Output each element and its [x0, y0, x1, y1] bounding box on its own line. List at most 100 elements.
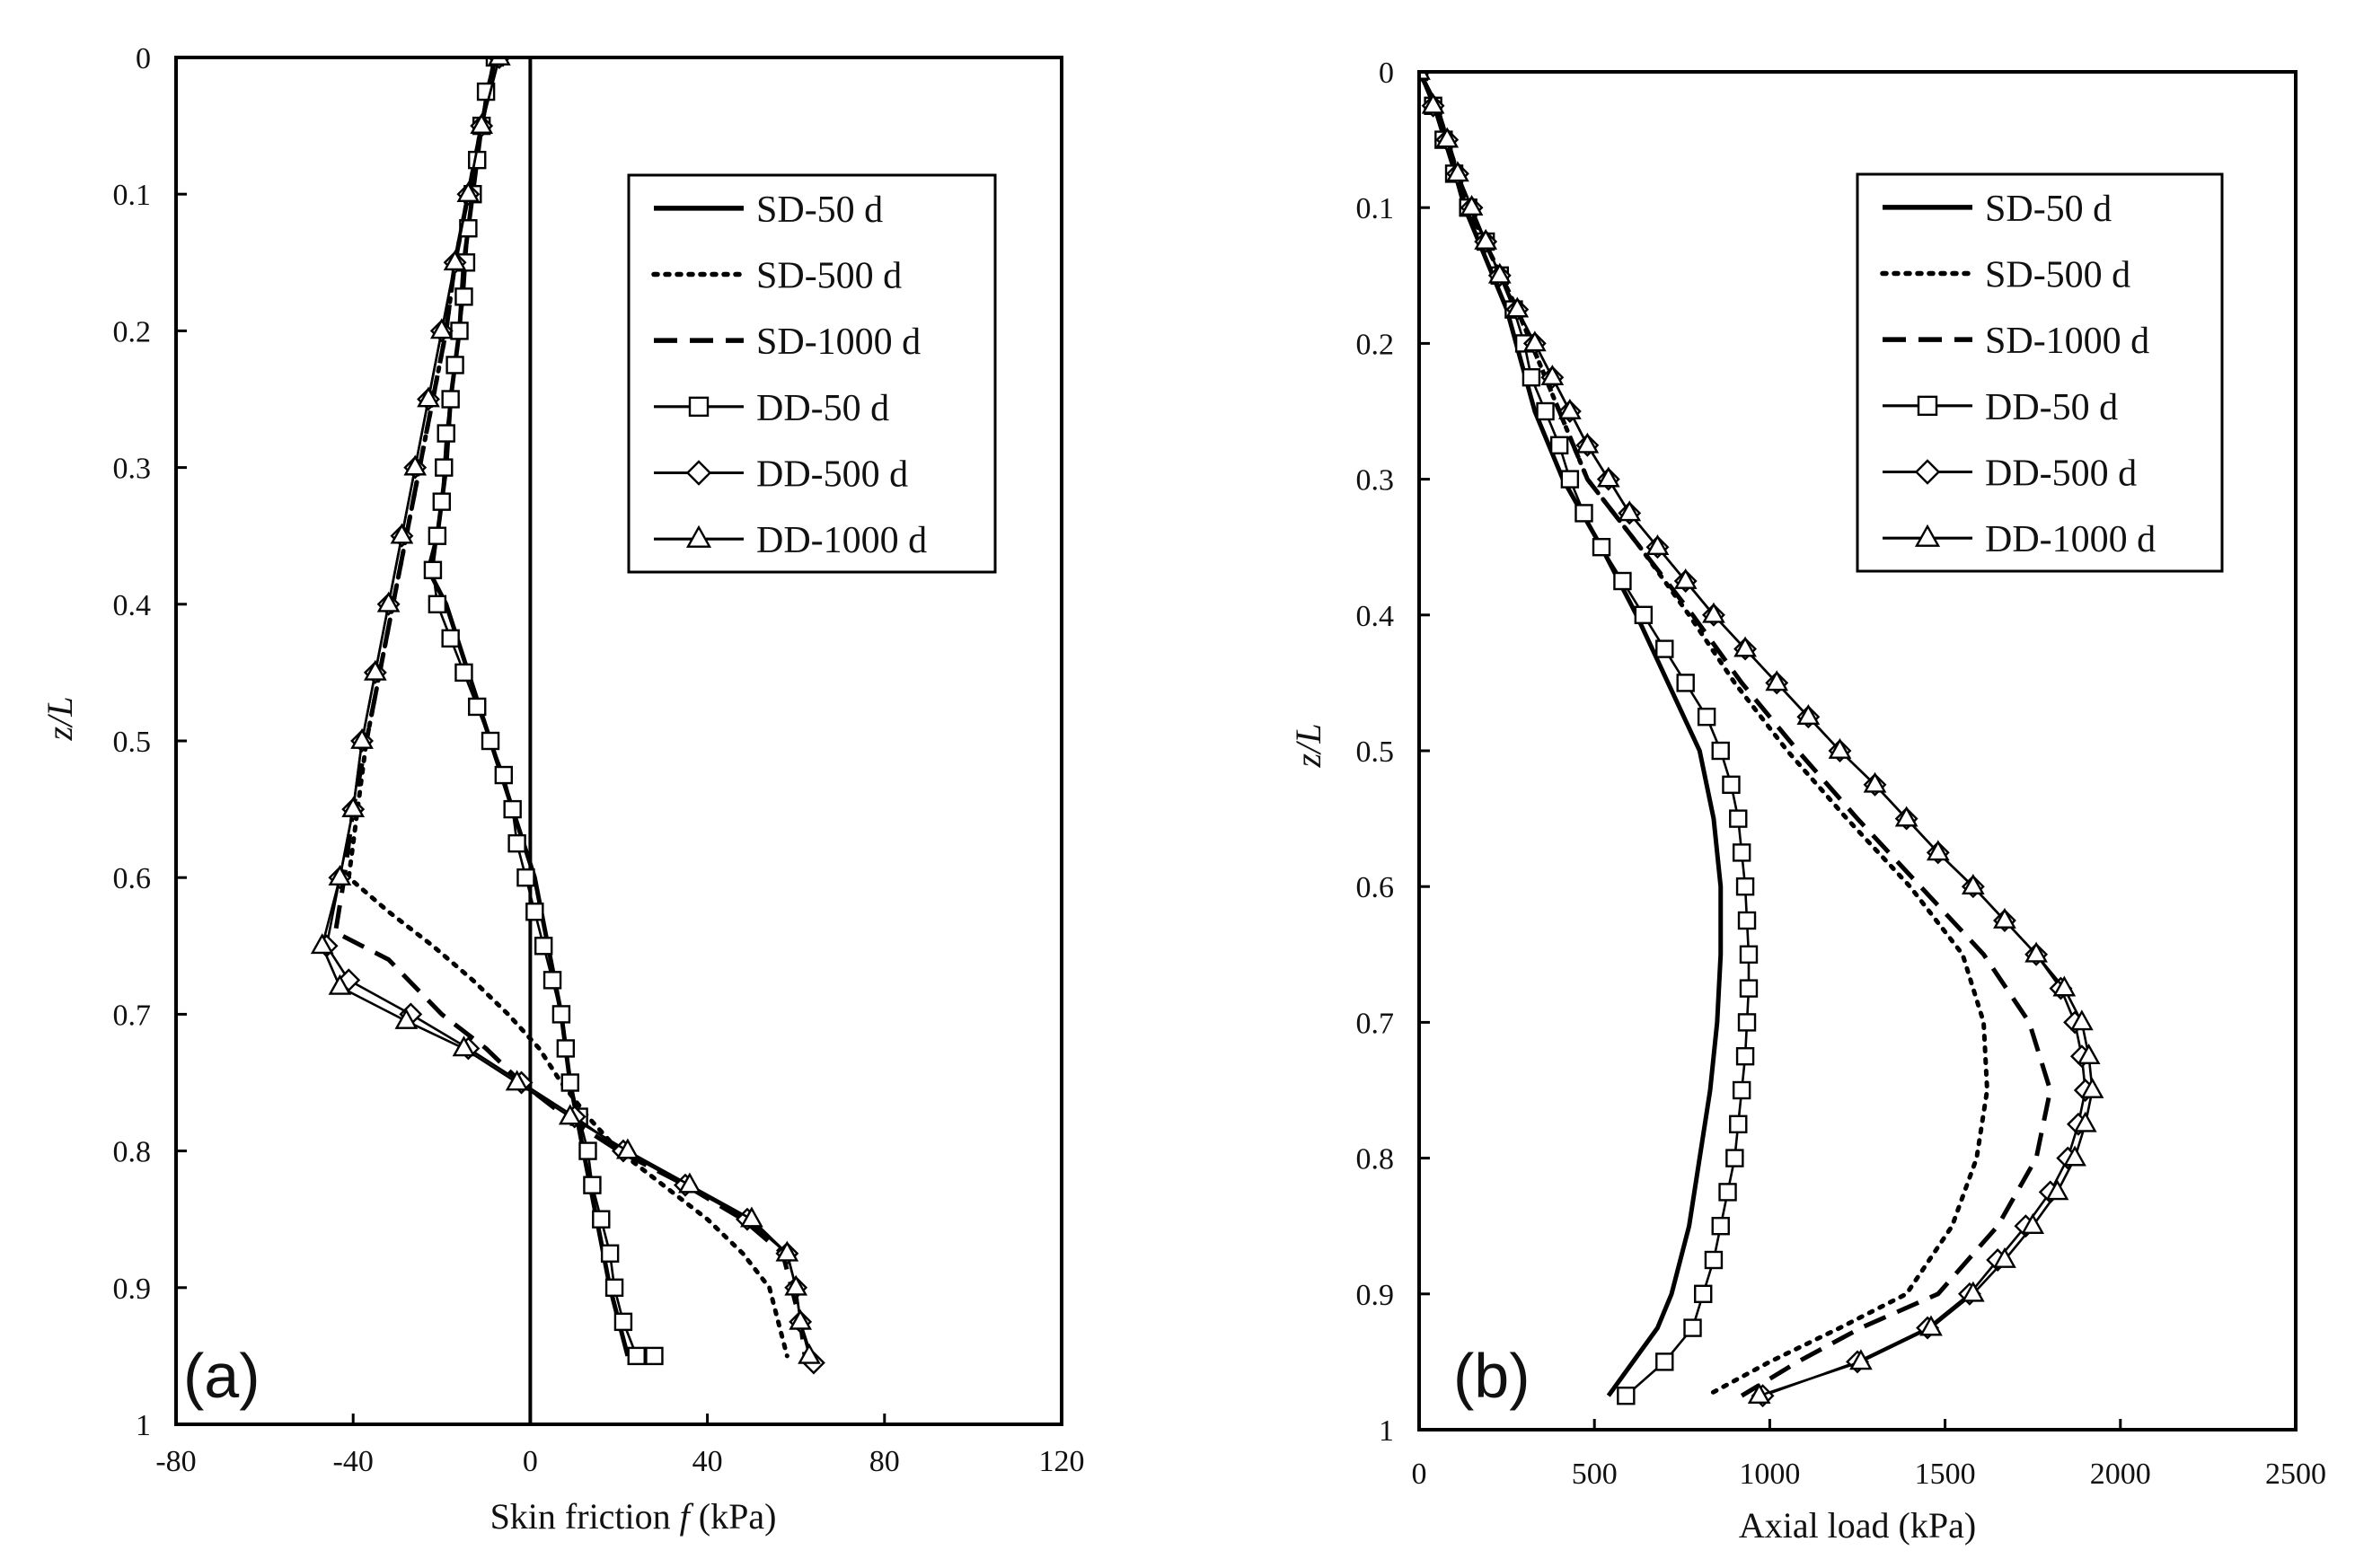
panel-b-marker-dd-50-d — [1718, 1183, 1737, 1202]
panel-b-marker-dd-50-d — [1737, 1013, 1757, 1032]
panel-b-marker-dd-1000-d — [1733, 636, 1757, 657]
panel-b-x-tick-label: 1000 — [1739, 1458, 1800, 1491]
panel-b-marker-dd-1000-d — [1575, 432, 1600, 454]
panel-a-marker-dd-1000-d — [328, 973, 352, 995]
panel-b-marker-dd-1000-d — [1596, 466, 1620, 488]
panel-a-marker-dd-1000-d — [364, 659, 387, 681]
panel-b-marker-dd-1000-d — [1505, 296, 1530, 318]
panel-a-series-sd-1000-d — [332, 57, 807, 1357]
panel-b-marker-dd-1000-d — [2070, 1009, 2094, 1031]
panel-b-marker-dd-50-d — [1592, 538, 1611, 557]
panel-b-marker-dd-50-d — [1735, 877, 1755, 896]
panel-a-x-tick-label: -80 — [155, 1445, 196, 1478]
panel-b-marker-dd-1000-d — [2021, 1213, 2045, 1235]
panel-b-marker-dd-1000-d — [1540, 365, 1565, 386]
panel-a-marker-dd-1000-d — [775, 1240, 799, 1262]
panel-b-marker-dd-1000-d — [2024, 941, 2048, 963]
panel-a-label: (a) — [183, 1341, 260, 1411]
panel-b-marker-dd-50-d — [1729, 1114, 1748, 1134]
panel-a-y-tick-label: 0.4 — [113, 589, 152, 622]
panel-a-legend-label-dd-50-d: DD-50 d — [756, 388, 889, 429]
panel-b-marker-dd-1000-d — [1522, 330, 1547, 352]
panel-a-marker-dd-1000-d — [310, 933, 334, 955]
panel-a-marker-dd-1000-d — [390, 523, 414, 544]
panel-b-y-tick-label: 0.9 — [1356, 1279, 1395, 1312]
panel-a-y-tick-label: 0.1 — [113, 179, 152, 212]
panel-a-series-sd-500-d — [346, 57, 789, 1359]
panel-a-marker-dd-50-d — [525, 903, 544, 921]
panel-b-marker-dd-50-d — [1732, 1080, 1751, 1100]
panel-b-marker-dd-50-d — [1732, 843, 1751, 862]
panel-b-marker-dd-1000-d — [2063, 1145, 2086, 1167]
panel-b-marker-dd-1000-d — [1828, 737, 1852, 759]
panel-b-marker-dd-50-d — [1655, 1352, 1674, 1371]
panel-b-y-tick-label: 0 — [1379, 57, 1394, 90]
panel-b-legend: SD-50 d SD-500 d SD-1000 d DD-50 d DD-500 d D… — [1856, 172, 2224, 573]
panel-b-y-tick-label: 0.5 — [1356, 736, 1395, 769]
panel-a-y-tick-label: 0.7 — [113, 999, 152, 1032]
panel-b-marker-dd-1000-d — [1894, 806, 1918, 827]
panel-b-marker-dd-1000-d — [1765, 670, 1789, 692]
panel-b-x-tick-label: 1500 — [1915, 1458, 1976, 1491]
panel-b-marker-dd-1000-d — [2077, 1044, 2101, 1065]
panel-a-line-sd-500-d — [346, 57, 789, 1359]
panel-a-legend-marker-dd-500-d — [685, 460, 712, 486]
panel-b-marker-dd-50-d — [1725, 1149, 1744, 1167]
panel-a-marker-dd-50-d — [441, 390, 460, 409]
panel-a-x-tick-label: 120 — [1039, 1445, 1085, 1478]
panel-a-legend-frame — [627, 173, 997, 574]
panel-b-line-sd-50-d — [1419, 72, 1724, 1397]
panel-b-axial-load: 0 500 1000 1500 2000 2500 0 0.1 0.2 0.3 0.4 0.5 0.6 0… — [1288, 57, 2326, 1546]
panel-b-marker-dd-50-d — [1521, 368, 1541, 387]
panel-b-legend-label-sd-500-d: SD-500 d — [1985, 255, 2130, 296]
panel-b-legend-marker-dd-1000-d — [1914, 524, 1941, 547]
panel-a-marker-dd-1000-d — [341, 796, 366, 817]
panel-a-marker-dd-50-d — [600, 1244, 620, 1263]
panel-b-marker-dd-1000-d — [2080, 1077, 2104, 1098]
panel-a-marker-dd-50-d — [445, 356, 464, 374]
panel-a-marker-dd-1000-d — [678, 1172, 701, 1194]
panel-a-legend-label-sd-1000-d: SD-1000 d — [756, 322, 921, 363]
panel-a-legend-marker-dd-50-d — [688, 396, 710, 418]
panel-b-marker-dd-50-d — [1549, 436, 1569, 454]
panel-a-marker-dd-1000-d — [429, 318, 454, 339]
panel-b-marker-dd-50-d — [1655, 639, 1674, 658]
panel-a-marker-dd-1000-d — [505, 1070, 529, 1091]
panel-b-marker-dd-1000-d — [2052, 975, 2077, 997]
panel-b-marker-dd-50-d — [1676, 674, 1695, 692]
panel-b-y-tick-label: 0.6 — [1356, 871, 1395, 904]
panel-b-marker-dd-50-d — [1737, 911, 1757, 930]
panel-b-marker-dd-1000-d — [1796, 704, 1821, 726]
panel-a-y-tick-label: 0.5 — [113, 726, 152, 759]
panel-b-x-tick-label: 0 — [1412, 1458, 1427, 1491]
panel-a-marker-dd-1000-d — [376, 591, 401, 612]
panel-a-marker-dd-50-d — [503, 799, 522, 819]
panel-a-marker-dd-1000-d — [452, 1035, 476, 1057]
panel-a-marker-dd-50-d — [435, 458, 454, 477]
panel-b-legend-label-sd-1000-d: SD-1000 d — [1985, 321, 2149, 362]
panel-b-marker-dd-50-d — [1704, 1250, 1724, 1270]
panel-a-marker-dd-50-d — [428, 595, 447, 613]
panel-b-marker-dd-50-d — [1560, 470, 1580, 489]
panel-b-marker-dd-50-d — [1722, 775, 1741, 794]
panel-a-x-tick-label: -40 — [333, 1445, 374, 1478]
panel-b-marker-dd-1000-d — [1919, 1315, 1943, 1336]
panel-a-marker-dd-50-d — [578, 1141, 597, 1160]
panel-b-marker-dd-1000-d — [1421, 92, 1445, 114]
panel-b-marker-dd-1000-d — [1435, 127, 1460, 148]
panel-b-marker-dd-50-d — [1617, 1386, 1636, 1405]
panel-b-label: (b) — [1453, 1341, 1530, 1411]
panel-b-legend-marker-dd-50-d — [1917, 395, 1938, 417]
panel-a-marker-dd-50-d — [494, 765, 514, 785]
panel-b-marker-dd-50-d — [1697, 708, 1716, 727]
panel-b-marker-dd-50-d — [1694, 1284, 1713, 1304]
panel-b-marker-dd-50-d — [1739, 945, 1759, 965]
panel-a-marker-dd-50-d — [507, 833, 526, 853]
panel-b-marker-dd-50-d — [1729, 809, 1748, 828]
panel-b-marker-dd-1000-d — [1993, 907, 2016, 929]
panel-b-y-tick-label: 0.3 — [1356, 464, 1395, 498]
panel-a-marker-dd-1000-d — [443, 250, 467, 271]
panel-a-marker-dd-1000-d — [789, 1308, 812, 1330]
panel-a-legend-marker-dd-1000-d — [685, 524, 712, 548]
